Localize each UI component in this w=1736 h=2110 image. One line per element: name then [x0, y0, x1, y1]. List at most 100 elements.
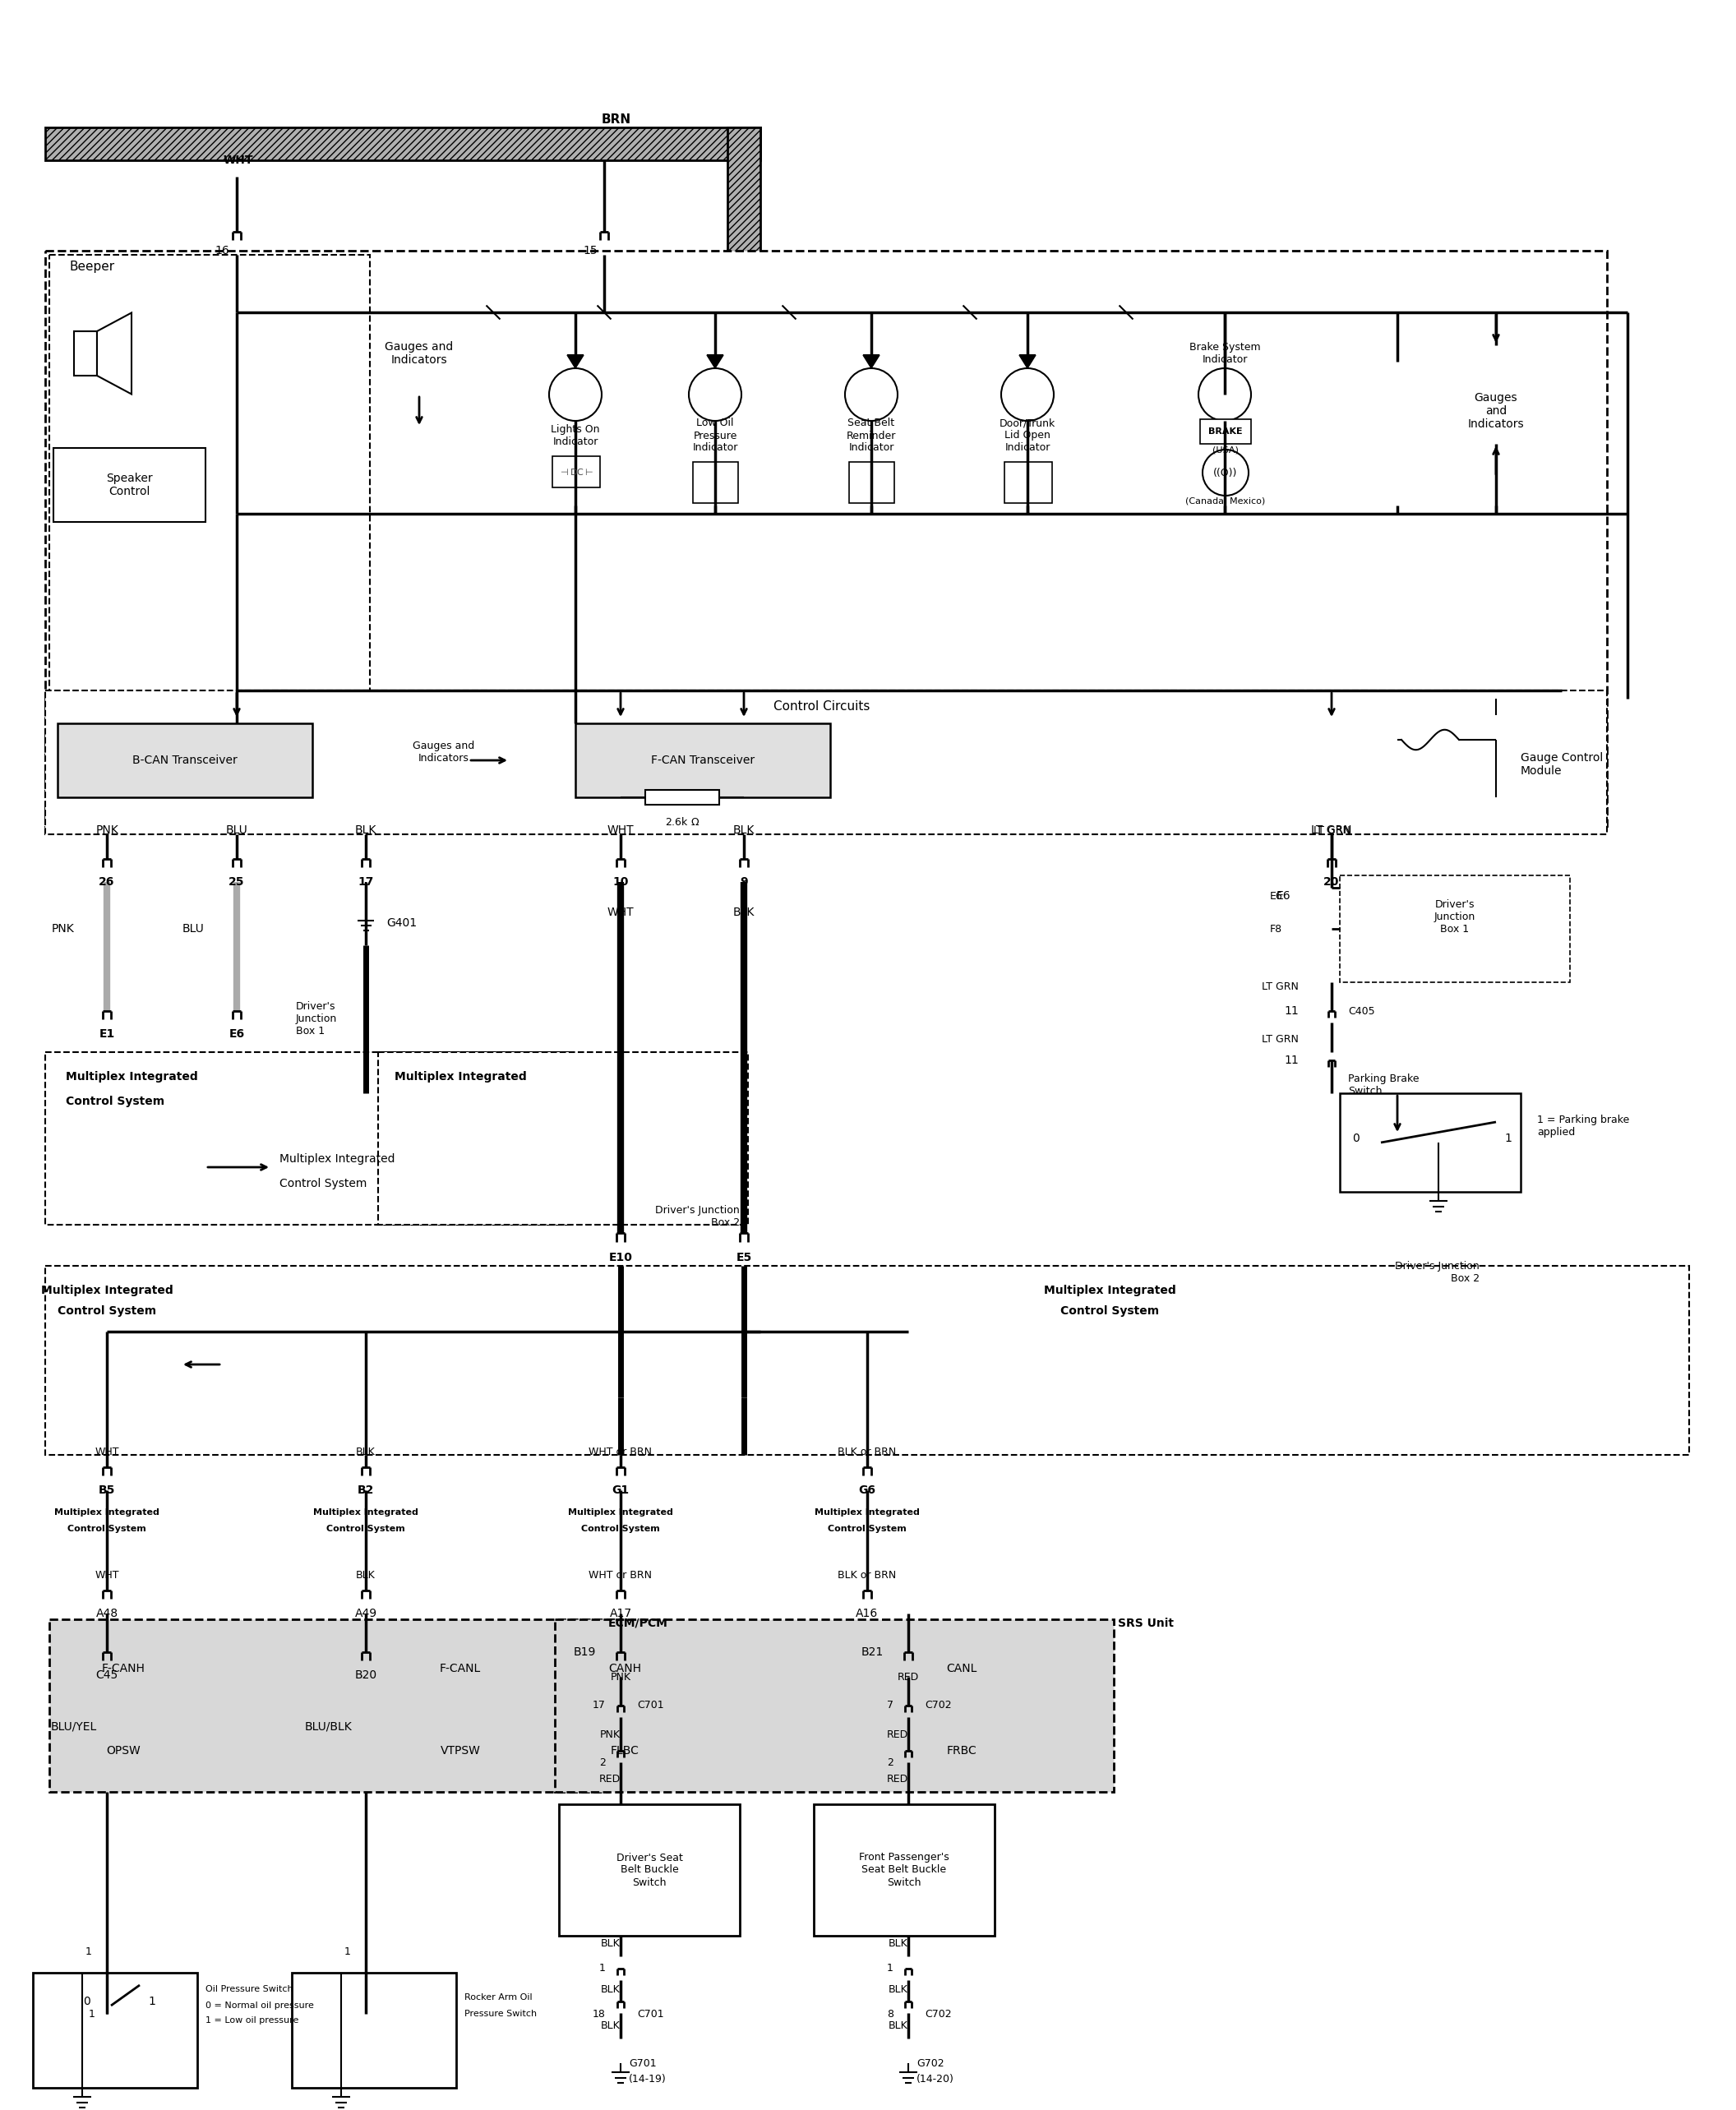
Text: Multiplex Integrated: Multiplex Integrated: [40, 1285, 174, 1296]
Text: B-CAN Transceiver: B-CAN Transceiver: [132, 755, 238, 766]
Text: BLK or BRN: BLK or BRN: [838, 1570, 896, 1580]
Text: C45: C45: [95, 1669, 118, 1682]
Text: BLK: BLK: [889, 1939, 908, 1950]
Text: Front Passenger's
Seat Belt Buckle
Switch: Front Passenger's Seat Belt Buckle Switc…: [859, 1853, 950, 1888]
Text: RED: RED: [887, 1775, 908, 1785]
Text: B20: B20: [354, 1669, 377, 1682]
Text: G702: G702: [917, 2057, 944, 2068]
Text: CANH: CANH: [608, 1663, 641, 1675]
Text: WHT or BRN: WHT or BRN: [589, 1570, 653, 1580]
Text: VTPSW: VTPSW: [441, 1745, 481, 1756]
Text: Control System: Control System: [66, 1095, 165, 1108]
Text: BLK: BLK: [356, 1570, 375, 1580]
Text: WHT: WHT: [608, 825, 634, 836]
Text: 0: 0: [83, 1996, 90, 2007]
Text: Control System: Control System: [57, 1306, 156, 1317]
Text: 25: 25: [229, 876, 245, 888]
Text: OPSW: OPSW: [106, 1745, 141, 1756]
Text: BLK: BLK: [601, 2021, 620, 2032]
Text: Driver's
Junction
Box 1: Driver's Junction Box 1: [295, 1002, 337, 1036]
Text: B19: B19: [573, 1646, 595, 1658]
Text: Gauges
and
Indicators: Gauges and Indicators: [1467, 392, 1524, 430]
Text: 20: 20: [1323, 876, 1340, 888]
Text: Low Oil
Pressure
Indicator: Low Oil Pressure Indicator: [693, 418, 738, 454]
Text: A17: A17: [609, 1608, 632, 1618]
Text: WHT: WHT: [608, 907, 634, 918]
Text: Speaker
Control: Speaker Control: [106, 473, 153, 498]
Text: A16: A16: [856, 1608, 878, 1618]
Text: 7: 7: [887, 1701, 894, 1711]
Text: 1: 1: [85, 1948, 92, 1958]
Text: Control System: Control System: [582, 1526, 660, 1534]
Text: Brake System
Indicator: Brake System Indicator: [1189, 342, 1260, 365]
Text: WHT: WHT: [95, 1570, 120, 1580]
Text: Seat Belt
Reminder
Indicator: Seat Belt Reminder Indicator: [847, 418, 896, 454]
Polygon shape: [1019, 354, 1036, 369]
Text: Parking Brake
Switch: Parking Brake Switch: [1349, 1074, 1418, 1097]
Text: (USA): (USA): [1212, 447, 1240, 454]
Text: Oil Pressure Switch: Oil Pressure Switch: [205, 1986, 293, 1994]
Bar: [693, 462, 738, 502]
Text: Rocker Arm Oil: Rocker Arm Oil: [465, 1994, 533, 2002]
Bar: [727, 127, 760, 703]
Text: 1: 1: [148, 1996, 156, 2007]
Bar: [45, 1053, 571, 1224]
Text: ECM/PCM: ECM/PCM: [608, 1618, 668, 1629]
Text: E6: E6: [1276, 890, 1290, 901]
Text: 18: 18: [592, 2009, 606, 2019]
Text: PNK: PNK: [95, 825, 118, 836]
Circle shape: [1198, 369, 1252, 420]
Text: $\dashv$DC$\vdash$: $\dashv$DC$\vdash$: [559, 466, 594, 477]
Text: BLK: BLK: [601, 1939, 620, 1950]
Text: RED: RED: [898, 1671, 918, 1682]
Text: 26: 26: [99, 876, 115, 888]
Text: (Canada, Mexico): (Canada, Mexico): [1186, 498, 1266, 506]
Text: G1: G1: [611, 1485, 628, 1496]
Bar: [559, 1804, 740, 1935]
Text: LT GRN: LT GRN: [1262, 1034, 1299, 1044]
Text: FRBC: FRBC: [946, 1745, 977, 1756]
Text: E10: E10: [609, 1251, 632, 1264]
Text: Lights On
Indicator: Lights On Indicator: [550, 424, 601, 447]
Text: C405: C405: [1349, 1006, 1375, 1017]
Text: BLK: BLK: [601, 1983, 620, 1994]
Bar: [49, 255, 370, 741]
Bar: [556, 1618, 1115, 1791]
Text: 15: 15: [583, 245, 597, 257]
Text: Multiplex Integrated: Multiplex Integrated: [394, 1072, 526, 1082]
Text: BLK: BLK: [889, 2021, 908, 2032]
Text: Multiplex Integrated: Multiplex Integrated: [312, 1509, 418, 1517]
Text: BLK: BLK: [733, 907, 755, 918]
Text: PNK: PNK: [611, 1671, 630, 1682]
Text: 1: 1: [89, 2009, 95, 2019]
Text: Gauges and
Indicators: Gauges and Indicators: [413, 741, 474, 764]
Text: BRAKE: BRAKE: [1208, 428, 1243, 435]
Text: G6: G6: [859, 1485, 875, 1496]
Text: Multiplex Integrated: Multiplex Integrated: [54, 1509, 160, 1517]
Text: BLK: BLK: [356, 1447, 375, 1458]
Text: A48: A48: [95, 1608, 118, 1618]
Polygon shape: [97, 312, 132, 395]
Text: BLU: BLU: [226, 825, 248, 836]
Text: C701: C701: [637, 2009, 663, 2019]
Bar: [1340, 876, 1569, 983]
Text: 1: 1: [344, 1948, 351, 1958]
Text: BLK: BLK: [354, 825, 377, 836]
Polygon shape: [568, 354, 583, 369]
Text: FLBC: FLBC: [611, 1745, 639, 1756]
Text: F-CANL: F-CANL: [439, 1663, 481, 1675]
Text: 0 = Normal oil pressure: 0 = Normal oil pressure: [205, 2002, 314, 2009]
Text: C702: C702: [925, 1701, 951, 1711]
Text: F-CANH: F-CANH: [102, 1663, 146, 1675]
Bar: [1005, 462, 1052, 502]
Text: BLU: BLU: [182, 922, 203, 935]
Text: WHT: WHT: [224, 154, 253, 167]
Text: Multiplex Integrated: Multiplex Integrated: [279, 1154, 396, 1165]
Text: BRN: BRN: [602, 114, 632, 124]
Bar: [45, 251, 1608, 827]
Bar: [33, 1973, 198, 2087]
Text: BLK or BRN: BLK or BRN: [838, 1447, 896, 1458]
Text: LT GRN: LT GRN: [1262, 981, 1299, 992]
Text: G701: G701: [628, 2057, 656, 2068]
Text: 10: 10: [613, 876, 628, 888]
